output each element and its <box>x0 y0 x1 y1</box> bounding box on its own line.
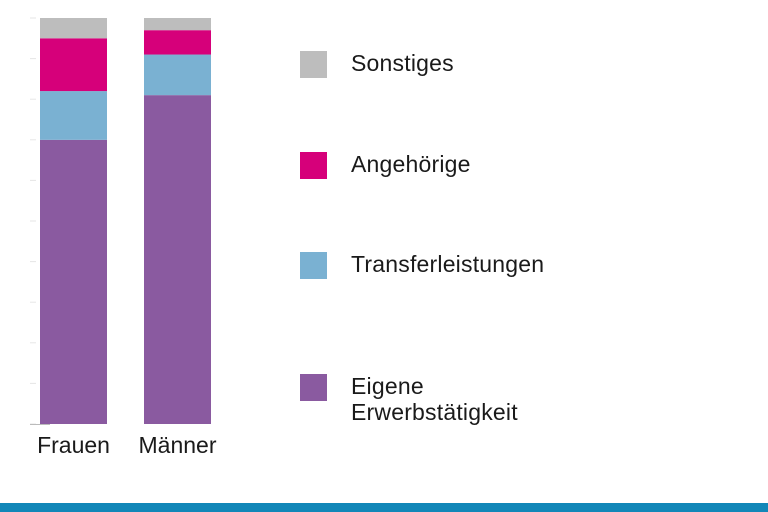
legend-swatch-sonstiges <box>300 51 327 78</box>
x-tick-label: Männer <box>139 432 217 458</box>
legend-label-transferleistungen: Transferleistungen <box>351 251 545 277</box>
bar-segment-mnner-sonstiges <box>144 18 211 31</box>
bar-segment-frauen-eigeneerwerbsttigkeit <box>40 139 107 425</box>
bar-segment-frauen-angehrige <box>40 38 107 92</box>
legend-swatch-angehoerige <box>300 152 327 179</box>
legend-label-angehoerige: Angehörige <box>351 151 471 177</box>
x-tick-label: Frauen <box>37 432 110 458</box>
legend-swatch-transferleistungen <box>300 252 327 279</box>
bar-segment-mnner-angehrige <box>144 30 211 55</box>
bar-segment-frauen-sonstiges <box>40 18 107 39</box>
legend-item-transferleistungen: Transferleistungen <box>300 251 660 279</box>
legend-item-sonstiges: Sonstiges <box>300 50 660 78</box>
legend-swatch-eigene-erwerbstaetigkeit <box>300 374 327 401</box>
bar-segment-frauen-transferleistungen <box>40 91 107 140</box>
bar-segment-mnner-eigeneerwerbsttigkeit <box>144 95 211 424</box>
legend-label-eigene-erwerbstaetigkeit: Eigene Erwerbstätigkeit <box>351 373 518 425</box>
footer-accent-bar <box>0 503 768 512</box>
legend-item-angehoerige: Angehörige <box>300 151 660 179</box>
legend-item-eigene-erwerbstaetigkeit: Eigene Erwerbstätigkeit <box>300 373 660 425</box>
legend-label-sonstiges: Sonstiges <box>351 50 454 76</box>
bar-segment-mnner-transferleistungen <box>144 54 211 96</box>
y-axis <box>30 17 50 425</box>
